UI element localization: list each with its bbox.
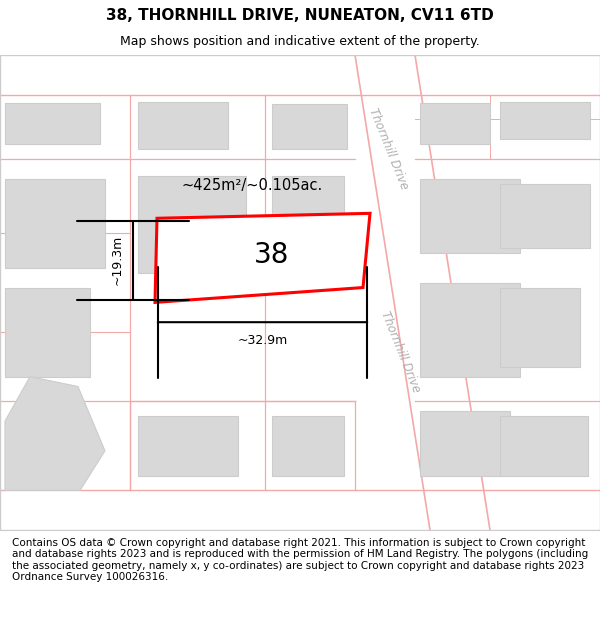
Bar (500, 416, 588, 476)
Bar (272, 104, 347, 149)
Bar (420, 282, 520, 377)
Bar (138, 102, 228, 149)
Bar (500, 288, 580, 367)
Bar (500, 101, 590, 139)
Bar (420, 411, 510, 476)
Bar (5, 288, 90, 377)
Bar (420, 179, 520, 253)
Bar (272, 416, 344, 476)
Text: 38, THORNHILL DRIVE, NUNEATON, CV11 6TD: 38, THORNHILL DRIVE, NUNEATON, CV11 6TD (106, 8, 494, 23)
Text: Thornhill Drive: Thornhill Drive (366, 106, 410, 192)
Bar (500, 184, 590, 248)
Polygon shape (0, 55, 600, 94)
Text: 38: 38 (254, 241, 289, 269)
Polygon shape (355, 55, 490, 530)
Bar (5, 179, 105, 268)
Bar (5, 102, 100, 144)
Polygon shape (0, 491, 600, 530)
Text: ~425m²/~0.105ac.: ~425m²/~0.105ac. (181, 178, 323, 193)
Bar (272, 176, 344, 262)
Bar (138, 176, 246, 272)
Text: Thornhill Drive: Thornhill Drive (378, 309, 422, 394)
Text: ~19.3m: ~19.3m (110, 235, 124, 286)
Bar (420, 102, 490, 144)
Polygon shape (155, 213, 370, 302)
Text: ~32.9m: ~32.9m (238, 334, 287, 346)
Bar (138, 416, 238, 476)
Text: Map shows position and indicative extent of the property.: Map shows position and indicative extent… (120, 35, 480, 48)
Text: Contains OS data © Crown copyright and database right 2021. This information is : Contains OS data © Crown copyright and d… (12, 538, 588, 582)
Polygon shape (5, 377, 105, 491)
